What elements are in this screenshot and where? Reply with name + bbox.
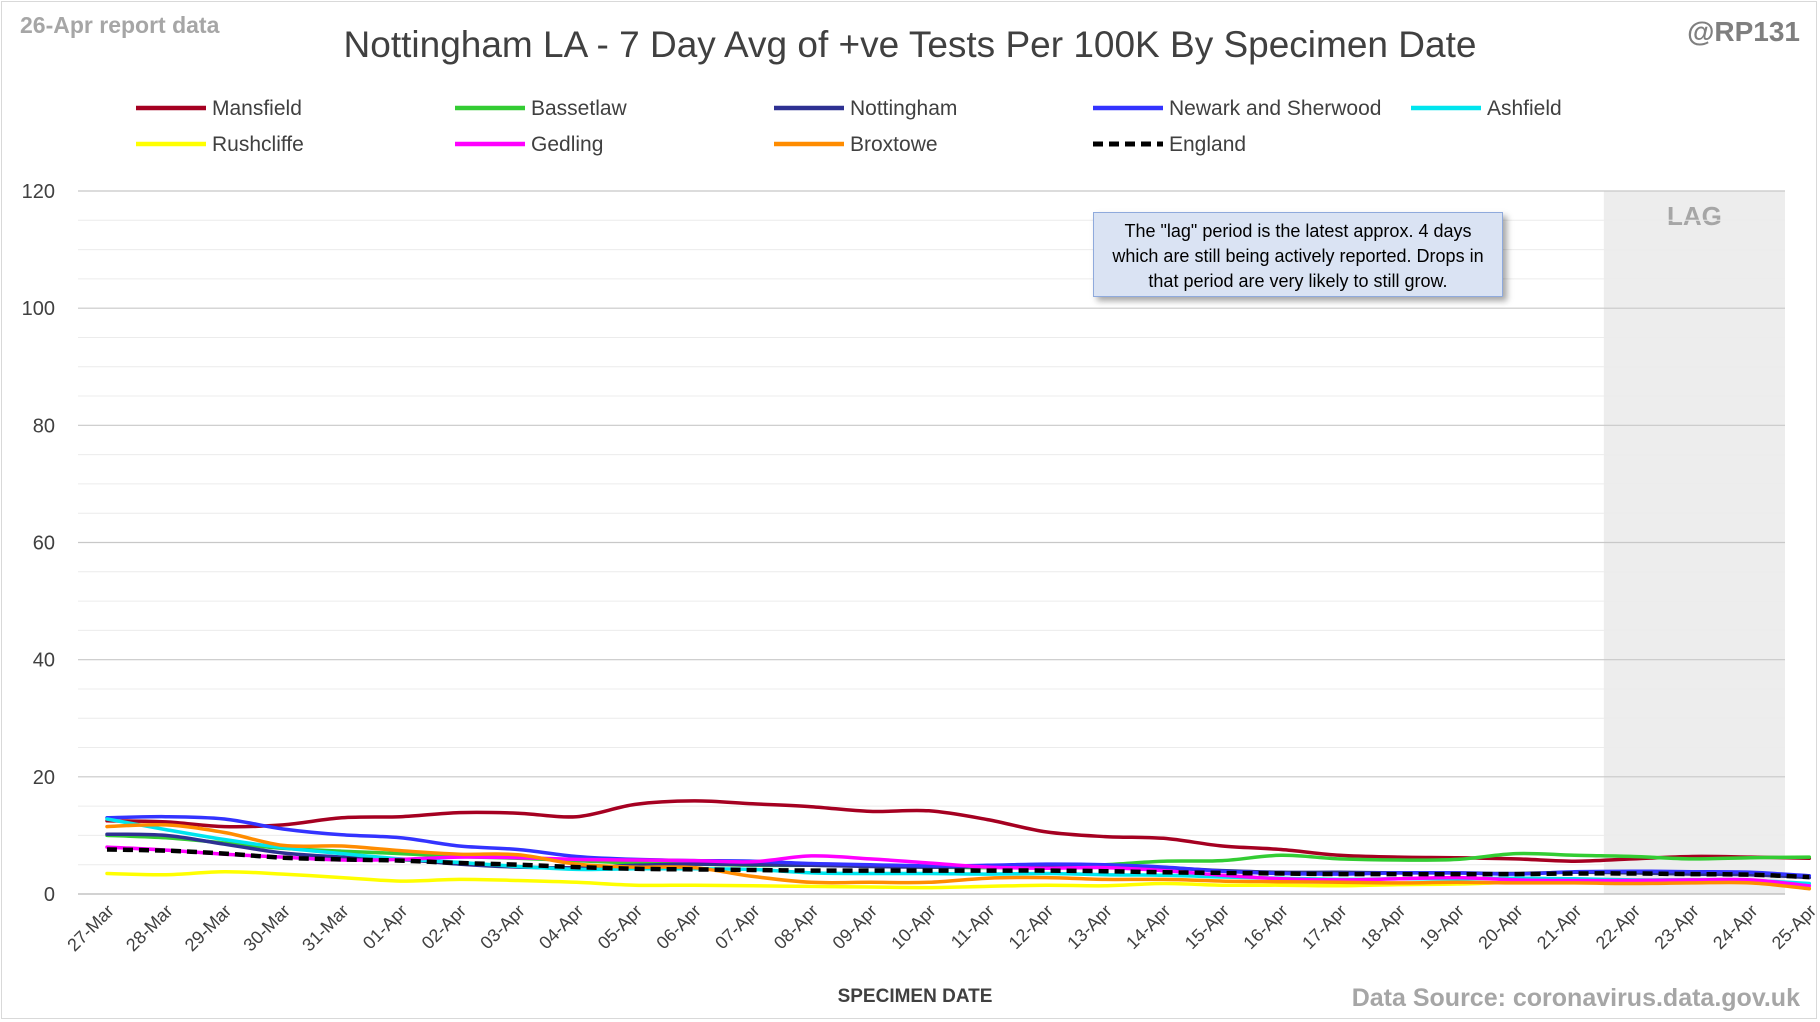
x-tick-label: 24-Apr	[1709, 901, 1761, 953]
legend-label: Nottingham	[850, 97, 957, 120]
x-tick-label: 05-Apr	[594, 901, 646, 953]
x-tick-label: 12-Apr	[1005, 901, 1057, 953]
x-tick-label: 04-Apr	[535, 901, 587, 953]
x-tick-label: 22-Apr	[1592, 901, 1644, 953]
x-tick-label: 10-Apr	[887, 901, 939, 953]
x-tick-label: 28-Mar	[122, 901, 176, 955]
x-tick-label: 18-Apr	[1357, 901, 1409, 953]
legend-label: Broxtowe	[850, 133, 938, 156]
y-tick-label: 100	[22, 298, 55, 320]
x-tick-label: 07-Apr	[711, 901, 763, 953]
x-tick-label: 21-Apr	[1533, 901, 1585, 953]
x-tick-label: 29-Mar	[181, 901, 235, 955]
report-date-label: 26-Apr report data	[20, 12, 220, 38]
x-tick-label: 11-Apr	[947, 901, 998, 952]
y-tick-label: 60	[33, 533, 55, 555]
lag-annotation-box: The "lag" period is the latest approx. 4…	[1093, 212, 1503, 297]
x-axis-title: SPECIMEN DATE	[838, 986, 993, 1007]
x-tick-label: 03-Apr	[476, 901, 528, 953]
x-tick-label: 27-Mar	[63, 901, 117, 955]
x-tick-label: 14-Apr	[1122, 901, 1174, 953]
legend-label: Bassetlaw	[531, 97, 628, 120]
legend-label: Gedling	[531, 133, 603, 156]
y-tick-label: 120	[22, 181, 55, 203]
lag-label: LAG	[1667, 201, 1722, 231]
x-tick-label: 09-Apr	[829, 901, 881, 953]
y-tick-label: 0	[44, 884, 55, 906]
chart-title: Nottingham LA - 7 Day Avg of +ve Tests P…	[343, 24, 1477, 65]
author-handle: @RP131	[1687, 16, 1800, 47]
x-tick-label: 08-Apr	[770, 901, 822, 953]
x-tick-label: 13-Apr	[1063, 901, 1115, 953]
data-source-label: Data Source: coronavirus.data.gov.uk	[1351, 984, 1800, 1012]
series-line-mansfield	[105, 799, 1812, 863]
series-line-broxtowe	[105, 822, 1812, 891]
series-line-bassetlaw	[105, 833, 1812, 870]
x-tick-label: 20-Apr	[1474, 901, 1526, 953]
y-tick-label: 40	[33, 650, 55, 672]
legend-label: Ashfield	[1487, 97, 1562, 120]
series-line-england	[106, 847, 1810, 880]
legend-label: Rushcliffe	[212, 133, 304, 156]
x-tick-label: 25-Apr	[1768, 901, 1820, 953]
x-tick-label: 23-Apr	[1650, 901, 1702, 953]
legend-label: Newark and Sherwood	[1169, 97, 1381, 120]
y-tick-label: 80	[33, 415, 55, 437]
x-tick-label: 06-Apr	[652, 901, 704, 953]
x-tick-label: 15-Apr	[1181, 901, 1233, 953]
legend-label: England	[1169, 133, 1246, 156]
x-tick-label: 17-Apr	[1298, 901, 1350, 953]
x-tick-label: 01-Apr	[359, 901, 411, 953]
x-tick-label: 16-Apr	[1239, 901, 1291, 953]
x-tick-label: 31-Mar	[298, 901, 352, 955]
y-tick-label: 20	[33, 767, 55, 789]
x-tick-label: 30-Mar	[239, 901, 293, 955]
x-tick-label: 02-Apr	[418, 901, 470, 953]
x-tick-label: 19-Apr	[1416, 901, 1468, 953]
legend-label: Mansfield	[212, 97, 302, 120]
